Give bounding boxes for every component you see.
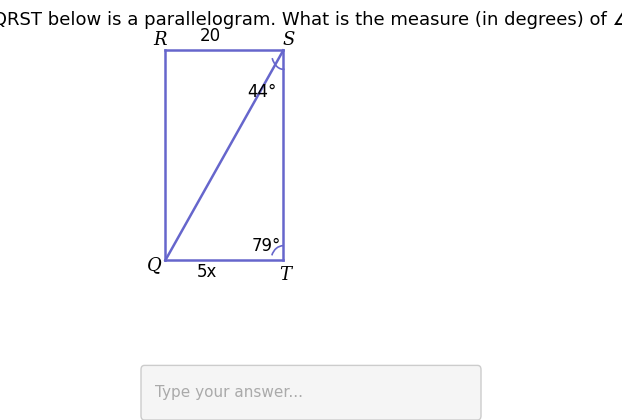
Text: R: R [154,31,167,49]
Text: Q: Q [147,257,162,274]
Text: T: T [279,266,291,284]
Text: 5x: 5x [197,263,217,281]
Text: 79°: 79° [251,237,281,255]
Text: S: S [282,31,295,49]
Text: Figure QRST below is a parallelogram. What is the measure (in degrees) of ∠ℝQᵂS?: Figure QRST below is a parallelogram. Wh… [0,10,622,29]
Text: 44°: 44° [248,84,277,101]
Text: 20: 20 [200,27,221,45]
Text: Type your answer...: Type your answer... [155,385,303,400]
FancyBboxPatch shape [141,365,481,420]
